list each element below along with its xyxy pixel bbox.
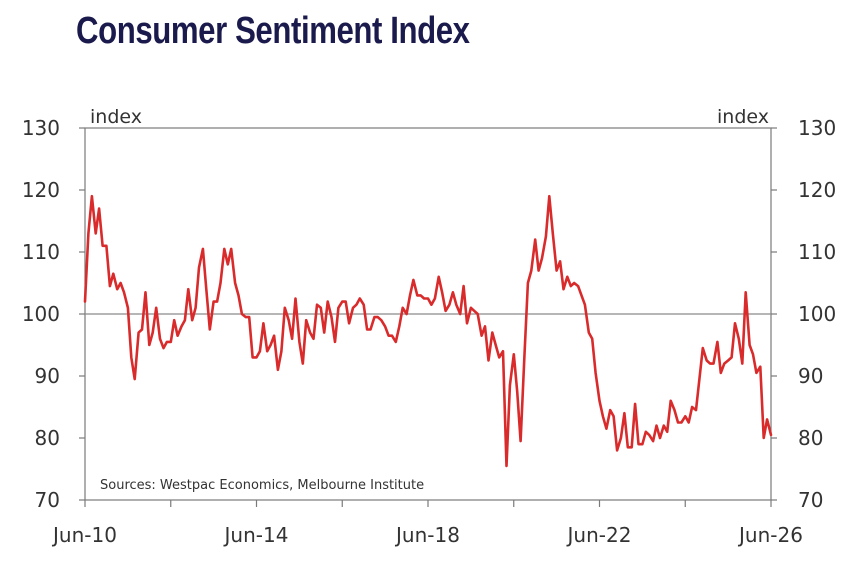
x-tick-label: Jun-26	[737, 523, 803, 547]
left-axis-unit-label: index	[90, 106, 142, 128]
right-y-tick-label: 120	[798, 178, 836, 202]
right-y-tick-label: 100	[798, 302, 836, 326]
left-y-tick-label: 120	[22, 178, 60, 202]
left-y-tick-label: 80	[35, 426, 60, 450]
left-y-tick-label: 70	[35, 488, 60, 512]
x-tick-label: Jun-14	[223, 523, 289, 547]
right-y-axis: 70 80 90 100 110 120 130	[771, 116, 836, 512]
source-note: Sources: Westpac Economics, Melbourne In…	[100, 478, 424, 493]
left-y-tick-label: 90	[35, 364, 60, 388]
right-y-tick-label: 130	[798, 116, 836, 140]
sentiment-series-line	[83, 194, 773, 468]
left-y-tick-label: 130	[22, 116, 60, 140]
x-tick-label: Jun-10	[51, 523, 117, 547]
series-layer	[83, 194, 773, 468]
right-y-tick-label: 70	[798, 488, 823, 512]
left-y-tick-label: 100	[22, 302, 60, 326]
right-y-tick-label: 110	[798, 240, 836, 264]
x-tick-label: Jun-18	[394, 523, 460, 547]
right-y-tick-label: 90	[798, 364, 823, 388]
left-y-tick-label: 110	[22, 240, 60, 264]
x-tick-label: Jun-22	[566, 523, 632, 547]
right-axis-unit-label: index	[717, 106, 769, 128]
chart-title: Consumer Sentiment Index	[76, 10, 470, 52]
right-y-tick-label: 80	[798, 426, 823, 450]
x-axis: Jun-10 Jun-14 Jun-18 Jun-22 Jun-26	[51, 500, 803, 547]
left-y-axis: 70 80 90 100 110 120 130	[22, 116, 85, 512]
